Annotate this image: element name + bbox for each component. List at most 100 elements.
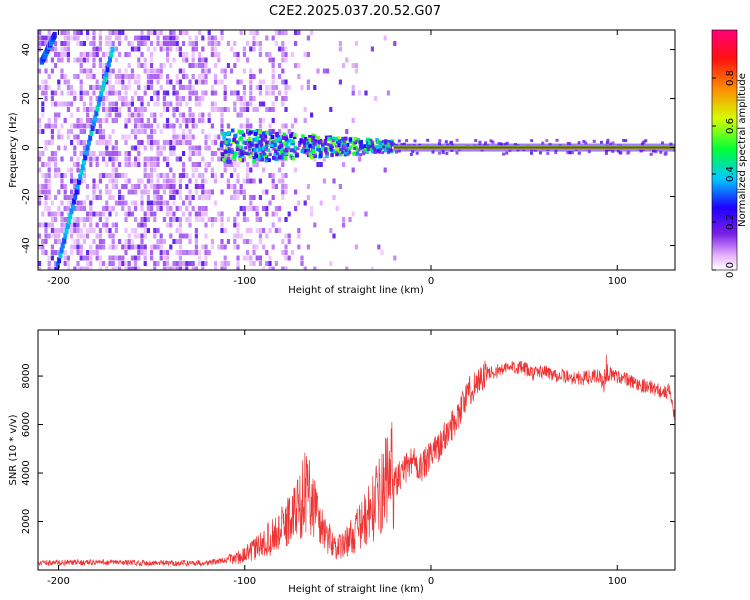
spectrogram-cell: [150, 112, 154, 118]
spectrogram-band-cell: [261, 137, 265, 142]
spectrogram-cell: [166, 211, 170, 217]
colorbar-tick-label: 0.0: [725, 262, 736, 278]
spectrogram-cell: [172, 145, 176, 151]
spectrogram-cell: [188, 239, 192, 244]
spectrogram-cell: [105, 140, 109, 145]
spectrogram-cell: [207, 145, 211, 151]
spectrogram-cell: [108, 211, 112, 217]
spectrogram-cell: [236, 112, 240, 118]
spectrogram-cell: [118, 52, 122, 57]
spectrogram-cell: [246, 239, 250, 244]
spectrogram-cell: [162, 184, 166, 189]
spectrogram-cell: [252, 206, 256, 211]
spectrogram-cell: [172, 173, 176, 178]
spectrogram-halo-cell: [303, 141, 306, 145]
spectrogram-cell: [188, 195, 192, 200]
spectrogram-cell: [73, 162, 77, 167]
spectrogram-cell: [153, 244, 157, 250]
spectrogram-cell: [265, 52, 269, 57]
spectrogram-cell: [258, 195, 262, 200]
diagonal-track-2-cell: [74, 188, 79, 195]
spectrogram-cell: [284, 244, 288, 250]
spectrogram-cell: [182, 266, 186, 270]
spectrogram-cell: [79, 52, 83, 57]
spectrogram-cell: [220, 211, 224, 217]
spectrogram-cell: [214, 74, 218, 79]
spectrogram-cell: [82, 145, 86, 151]
spectrogram-cell: [342, 162, 346, 167]
spectrogram-cell: [223, 266, 227, 270]
spectrogram-halo-cell: [278, 143, 282, 147]
spectrogram-cell: [204, 261, 208, 266]
diagonal-track-2-cell: [99, 90, 104, 97]
spectrogram-cell: [41, 85, 45, 90]
spectrogram-cell: [89, 222, 93, 228]
spectrogram-cell: [47, 123, 51, 129]
spectrogram-cell: [198, 112, 202, 118]
spectrogram-band-cell: [255, 143, 259, 148]
spectrogram-cell: [182, 162, 186, 167]
spectrogram-cell: [47, 30, 51, 35]
spectrogram-cell: [79, 140, 83, 145]
spectrogram-cell: [108, 140, 112, 145]
spectrogram-cell: [201, 261, 205, 266]
spectrogram-cell: [82, 57, 86, 63]
spectrogram-cell: [86, 118, 90, 123]
spectrogram-cell: [54, 156, 58, 162]
spectrogram-cell: [271, 118, 275, 123]
spectrogram-halo-cell: [478, 140, 482, 144]
spectrogram-cell: [271, 244, 275, 250]
spectrogram-halo-cell: [246, 143, 250, 147]
spectrogram-cell: [82, 101, 86, 107]
spectrogram-cell: [207, 195, 211, 200]
spectrogram-cell: [105, 200, 109, 206]
spectrogram-cell: [153, 68, 157, 74]
spectrogram-cell: [166, 178, 170, 184]
spectrogram-cell: [47, 195, 51, 200]
spectrogram-cell: [127, 118, 131, 123]
spectrogram-band-cell: [255, 138, 259, 143]
spectrogram-cell: [70, 85, 74, 90]
spectrogram-cell: [169, 233, 173, 239]
diagonal-track-2-cell: [79, 169, 84, 175]
spectrogram-cell: [137, 46, 141, 52]
spectrogram-cell: [70, 167, 74, 173]
spectrogram-cell: [175, 266, 179, 270]
spectrogram-cell: [124, 217, 128, 222]
spectrogram-cell: [159, 250, 163, 255]
spectrogram-cell: [255, 211, 259, 217]
colorbar-label: Normalized spectral amplitude: [737, 73, 748, 227]
spectrogram-cell: [108, 90, 112, 96]
spectrogram-cell: [63, 52, 67, 57]
spectrogram-cell: [194, 167, 198, 173]
spectrogram-cell: [153, 112, 157, 118]
spectrogram-cell: [194, 63, 198, 68]
spectrogram-cell: [134, 74, 138, 79]
spectrogram-halo-cell: [243, 141, 247, 144]
diagonal-track-2-cell: [103, 76, 108, 82]
diagonal-track-2-cell: [78, 173, 83, 180]
spectrogram-cell: [284, 52, 288, 57]
spectrogram-cell: [201, 211, 205, 217]
spectrogram-cell: [191, 134, 195, 140]
spectrogram-cell: [127, 112, 131, 118]
spectrogram-band-cell: [259, 134, 263, 139]
figure-title: C2E2.2025.037.20.52.G07: [269, 4, 441, 19]
spectrogram-cell: [358, 156, 362, 162]
spectrogram-cell: [178, 195, 182, 200]
spectrogram-cell: [57, 57, 61, 63]
spectrogram-cell: [198, 255, 202, 261]
spectrogram-cell: [166, 90, 170, 96]
spectrogram-cell: [118, 35, 122, 41]
diagonal-track-2-cell: [85, 144, 90, 151]
spectrogram-cell: [150, 250, 154, 255]
spectrogram-cell: [95, 85, 99, 90]
spectrogram-cell: [255, 217, 259, 222]
spectrogram-band-cell: [248, 154, 252, 159]
spectrogram-cell: [92, 74, 96, 79]
spectrogram-cell: [214, 107, 218, 112]
spectrogram-cell: [82, 107, 86, 112]
spectrogram-cell: [156, 244, 160, 250]
spectrogram-halo-cell: [489, 139, 493, 143]
spectrogram-cell: [201, 129, 205, 134]
